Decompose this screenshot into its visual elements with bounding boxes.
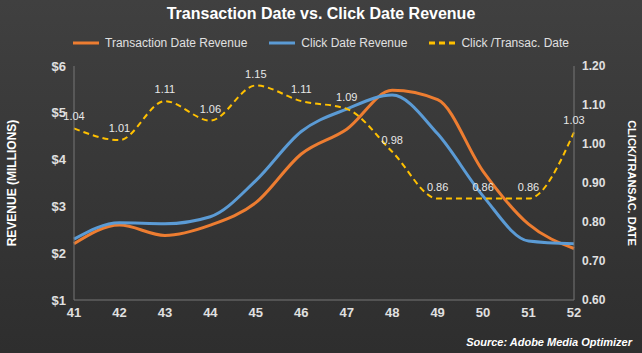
svg-text:52: 52 <box>567 305 581 320</box>
svg-text:$4: $4 <box>52 152 67 167</box>
svg-text:0.86: 0.86 <box>472 181 493 193</box>
html-text:Transaction Date vs. Click Dat: Transaction Date vs. Click Date Revenue <box>166 5 476 22</box>
svg-text:48: 48 <box>385 305 399 320</box>
svg-text:1.03: 1.03 <box>563 114 584 126</box>
svg-text:$1: $1 <box>52 293 66 308</box>
svg-text:1.10: 1.10 <box>582 98 606 112</box>
svg-text:$6: $6 <box>52 59 66 74</box>
html-text:Click /Transac. Date: Click /Transac. Date <box>461 36 569 50</box>
svg-text:0.80: 0.80 <box>582 215 606 229</box>
svg-text:REVENUE (MILLIONS): REVENUE (MILLIONS) <box>8 120 19 247</box>
svg-text:1.15: 1.15 <box>245 68 266 80</box>
svg-text:1.09: 1.09 <box>336 91 357 103</box>
html-text:Source: Adobe Media Optimizer: Source: Adobe Media Optimizer <box>466 336 632 348</box>
svg-text:1.06: 1.06 <box>200 103 221 115</box>
svg-text:49: 49 <box>430 305 444 320</box>
svg-text:$3: $3 <box>52 199 66 214</box>
svg-text:1.11: 1.11 <box>291 83 312 95</box>
svg-text:42: 42 <box>112 305 126 320</box>
html-text:Transaction Date Revenue: Transaction Date Revenue <box>105 36 248 50</box>
svg-text:50: 50 <box>476 305 490 320</box>
svg-text:1.04: 1.04 <box>63 110 84 122</box>
svg-text:41: 41 <box>67 305 81 320</box>
svg-text:1.01: 1.01 <box>109 122 130 134</box>
svg-text:0.86: 0.86 <box>427 181 448 193</box>
svg-text:0.98: 0.98 <box>381 134 402 146</box>
svg-text:0.60: 0.60 <box>582 293 606 307</box>
svg-text:1.00: 1.00 <box>582 137 606 151</box>
svg-text:51: 51 <box>521 305 535 320</box>
svg-text:0.70: 0.70 <box>582 254 606 268</box>
svg-text:44: 44 <box>203 305 218 320</box>
svg-text:1.11: 1.11 <box>155 83 176 95</box>
svg-text:46: 46 <box>294 305 308 320</box>
svg-text:CLICK/TRANSAC. DATE: CLICK/TRANSAC. DATE <box>626 120 634 246</box>
svg-text:47: 47 <box>339 305 353 320</box>
svg-text:45: 45 <box>249 305 263 320</box>
svg-text:0.86: 0.86 <box>518 181 539 193</box>
svg-text:43: 43 <box>158 305 172 320</box>
html-text:Click Date Revenue: Click Date Revenue <box>301 36 408 50</box>
svg-text:$5: $5 <box>51 105 66 121</box>
svg-text:1.20: 1.20 <box>582 59 606 73</box>
svg-text:$2: $2 <box>52 246 66 261</box>
svg-text:0.90: 0.90 <box>582 176 606 190</box>
